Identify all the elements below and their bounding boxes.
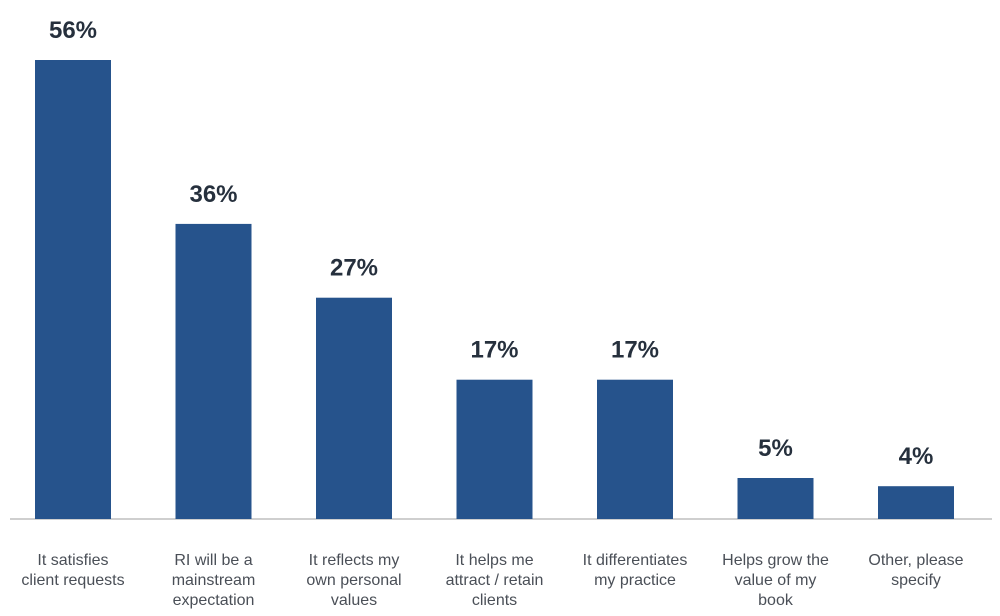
value-label-2: 36% [189, 181, 237, 208]
category-label-5: It differentiates my practice [583, 552, 688, 589]
category-label-line: It reflects my [309, 552, 400, 569]
bar-4 [456, 379, 533, 519]
category-label-line: Other, please [868, 552, 963, 569]
value-label-3: 27% [330, 255, 378, 282]
category-label-7: Other, please specify [868, 552, 963, 589]
value-labels-group: 56% 36% 27% 17% 17% 5% 4% [49, 17, 933, 470]
category-label-line: own personal [306, 572, 401, 589]
category-label-line: clients [472, 592, 517, 609]
bar-3 [316, 297, 392, 519]
value-label-4: 17% [470, 337, 518, 364]
category-label-line: value of my [735, 572, 817, 589]
category-label-line: Helps grow the [722, 552, 829, 569]
category-label-line: It differentiates [583, 552, 688, 569]
category-label-line: expectation [173, 592, 255, 609]
value-label-7: 4% [899, 443, 934, 470]
category-label-1: It satisfies client requests [21, 552, 124, 589]
category-labels-group: It satisfies client requests RI will be a m… [21, 552, 963, 609]
value-label-5: 17% [611, 337, 659, 364]
category-label-line: attract / retain [446, 572, 544, 589]
bar-5 [597, 379, 673, 519]
category-label-line: client requests [21, 572, 124, 589]
category-label-4: It helps me attract / retain clients [446, 552, 544, 609]
value-label-1: 56% [49, 17, 97, 44]
category-label-line: It helps me [455, 552, 533, 569]
category-label-2: RI will be a mainstream expectation [172, 552, 256, 609]
category-label-6: Helps grow the value of my book [722, 552, 829, 609]
category-label-line: my practice [594, 572, 676, 589]
category-label-line: mainstream [172, 572, 256, 589]
category-label-line: It satisfies [37, 552, 108, 569]
category-label-3: It reflects my own personal values [306, 552, 401, 609]
bar-7 [878, 486, 954, 519]
category-label-line: values [331, 592, 377, 609]
bar-1 [35, 60, 111, 519]
bar-6 [737, 478, 814, 519]
category-label-line: RI will be a [174, 552, 252, 569]
bars-group [35, 60, 954, 519]
bar-2 [175, 223, 252, 519]
value-label-6: 5% [758, 435, 793, 462]
category-label-line: book [758, 592, 794, 609]
category-label-line: specify [891, 572, 941, 589]
